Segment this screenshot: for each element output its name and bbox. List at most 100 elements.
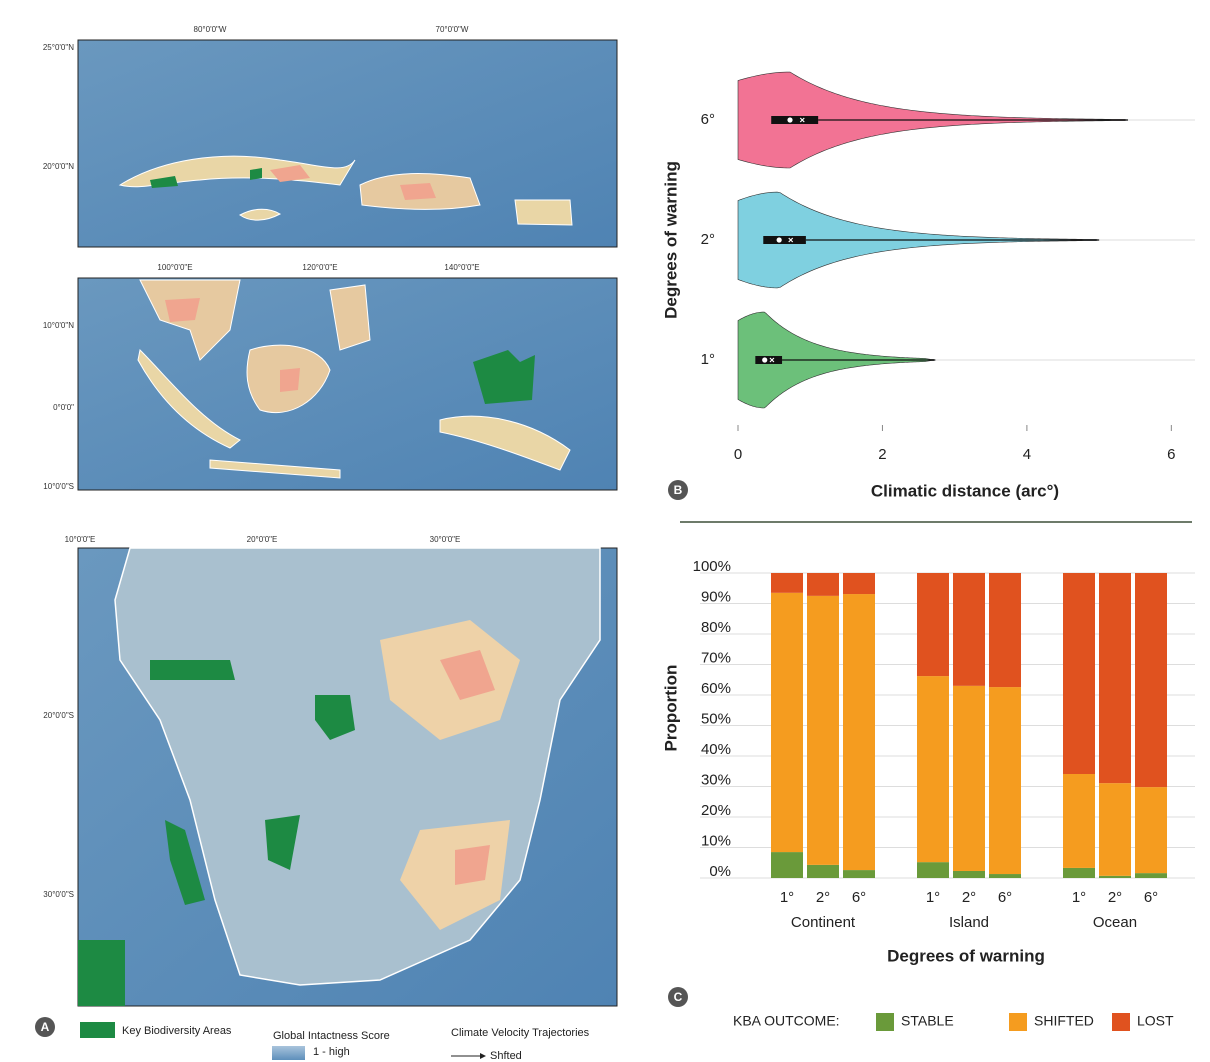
bar-segment — [807, 864, 839, 878]
map-southern-africa — [77, 547, 618, 1007]
bar-segment — [807, 595, 839, 865]
x-axis-label: Climatic distance (arc°) — [871, 481, 1059, 500]
panel-label: A — [41, 1020, 50, 1034]
y-tick-label: 50% — [701, 710, 731, 727]
y-tick-label: 100% — [693, 558, 731, 575]
bar-segment — [989, 573, 1021, 688]
x-tick-label: 1° — [1072, 889, 1086, 906]
y-tick-label: 70% — [701, 649, 731, 666]
y-tick-label: 20% — [701, 802, 731, 819]
y-tick-label: 0% — [709, 863, 731, 880]
map-caribbean — [77, 39, 618, 248]
box — [763, 236, 806, 244]
x-tick-label: 2° — [962, 889, 976, 906]
legend-label: Shfted — [490, 1050, 522, 1062]
x-tick-label: 1° — [780, 889, 794, 906]
map-label: 0°0'0" — [53, 403, 74, 412]
land — [209, 459, 341, 479]
bar-segment — [843, 870, 875, 878]
map-label: 10°0'0"S — [43, 482, 74, 491]
land — [514, 199, 573, 226]
land — [439, 415, 571, 471]
bar-segment — [1099, 875, 1131, 878]
bar-segment — [1135, 873, 1167, 878]
bar-segment — [1063, 773, 1095, 868]
bar-segment — [843, 573, 875, 595]
bar-segment — [843, 594, 875, 871]
mean — [788, 237, 794, 243]
map-southeast-asia — [77, 277, 618, 491]
bar-segment — [1063, 867, 1095, 878]
legend-swatch — [1112, 1013, 1130, 1031]
legend-swatch — [272, 1046, 305, 1060]
box — [755, 356, 783, 364]
map-label: 120°0'0"E — [302, 263, 337, 272]
bar-segment — [771, 852, 803, 878]
bar-segment — [917, 573, 949, 677]
legend-label: Key Biodiversity Areas — [122, 1025, 232, 1037]
legend-title: Global Intactness Score — [273, 1030, 390, 1042]
map-label: 30°0'0"S — [43, 890, 74, 899]
map-label: 20°0'0"E — [247, 535, 278, 544]
mean — [799, 117, 805, 123]
group-label: Ocean — [1093, 914, 1137, 931]
legend-label: 1 - high — [313, 1046, 350, 1058]
bar-segment — [1135, 787, 1167, 874]
bar-segment — [771, 573, 803, 593]
map-label: 100°0'0"E — [157, 263, 192, 272]
map-label: 80°0'0"W — [194, 25, 227, 34]
bar-segment — [807, 573, 839, 596]
land — [137, 348, 241, 449]
intactness-patch — [440, 650, 495, 885]
land — [239, 208, 282, 221]
legend-swatch — [876, 1013, 894, 1031]
x-tick-label: 6° — [1144, 889, 1158, 906]
y-tick-label: 60% — [701, 680, 731, 697]
x-tick-label: 6 — [1167, 446, 1175, 463]
intactness-patch — [165, 298, 300, 392]
median — [776, 237, 782, 243]
bar-segment — [953, 573, 985, 686]
panel-badge — [35, 1017, 55, 1037]
bar-segment — [953, 870, 985, 878]
bar-segment — [917, 676, 949, 863]
bar-segment — [1099, 783, 1131, 876]
map-label: 30°0'0"E — [430, 535, 461, 544]
y-axis-label: Proportion — [661, 665, 680, 752]
box — [771, 116, 819, 124]
map-label: 140°0'0"E — [444, 263, 479, 272]
map-label: 20°0'0"S — [43, 711, 74, 720]
y-tick-label: 1° — [701, 351, 715, 368]
bar-segment — [1099, 573, 1131, 784]
y-tick-label: 80% — [701, 619, 731, 636]
x-tick-label: 6° — [852, 889, 866, 906]
bar-segment — [989, 687, 1021, 875]
intactness-patch — [270, 165, 436, 200]
bar-segment — [1063, 573, 1095, 774]
group-label: Continent — [791, 914, 856, 931]
legend-label: STABLE — [901, 1013, 954, 1029]
bar-segment — [771, 592, 803, 853]
bar-segment — [953, 685, 985, 871]
bar-segment — [917, 862, 949, 878]
legend-swatch — [1009, 1013, 1027, 1031]
panel-label: B — [674, 483, 683, 497]
median — [787, 117, 793, 123]
panel-badge — [668, 480, 688, 500]
median — [762, 357, 768, 363]
kba — [78, 660, 355, 1006]
y-tick-label: 2° — [701, 231, 715, 248]
legend-title: Climate Velocity Trajectories — [451, 1027, 590, 1039]
legend-swatch — [80, 1022, 115, 1038]
map-label: 25°0'0"N — [43, 43, 74, 52]
map-label: 10°0'0"N — [43, 321, 74, 330]
y-tick-label: 90% — [701, 588, 731, 605]
y-axis-label: Degrees of warning — [661, 161, 680, 319]
x-axis-label: Degrees of warning — [887, 946, 1045, 965]
y-tick-label: 40% — [701, 741, 731, 758]
y-tick-label: 6° — [701, 111, 715, 128]
x-tick-label: 2 — [878, 446, 886, 463]
x-tick-label: 2° — [1108, 889, 1122, 906]
x-tick-label: 4 — [1023, 446, 1031, 463]
